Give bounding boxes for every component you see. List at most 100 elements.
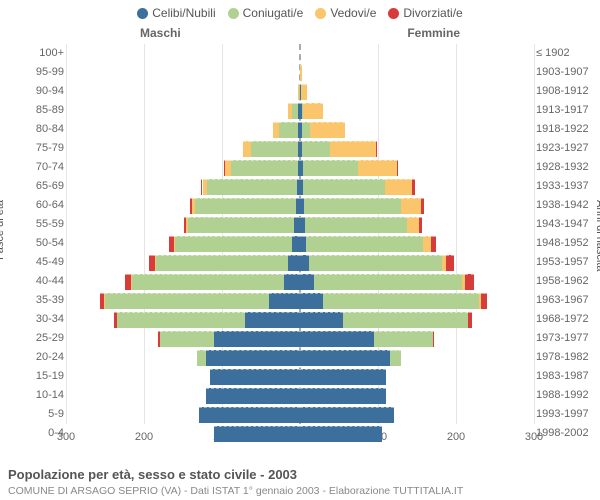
bar-row	[66, 293, 534, 309]
bar-row	[66, 65, 534, 81]
birthyear-label: 1963-1967	[536, 291, 596, 310]
male-seg	[186, 217, 188, 233]
legend-item: Divorziati/e	[388, 6, 462, 20]
male-seg	[184, 217, 186, 233]
male-seg	[155, 255, 156, 271]
age-label: 65-69	[4, 177, 64, 196]
female-seg	[300, 65, 302, 81]
legend-item: Vedovi/e	[315, 6, 376, 20]
female-seg	[343, 312, 468, 328]
female-seg	[314, 274, 462, 290]
age-label: 0-4	[4, 424, 64, 443]
birthyear-label: 1998-2002	[536, 424, 596, 443]
male-seg	[206, 350, 300, 366]
pyramid-chart: Celibi/NubiliConiugati/eVedovi/eDivorzia…	[0, 0, 600, 500]
male-seg	[100, 293, 105, 309]
female-seg	[305, 217, 406, 233]
bar-row	[66, 141, 534, 157]
birthyear-labels: ≤ 19021903-19071908-19121913-19171918-19…	[536, 44, 596, 443]
birthyear-label: 1913-1917	[536, 101, 596, 120]
male-title: Maschi	[140, 26, 181, 40]
birthyear-label: 1933-1937	[536, 177, 596, 196]
male-seg	[203, 179, 208, 195]
female-seg	[421, 198, 424, 214]
bar-row	[66, 46, 534, 62]
birthyear-label: 1983-1987	[536, 367, 596, 386]
male-seg	[279, 122, 299, 138]
male-seg	[292, 103, 298, 119]
female-seg	[302, 122, 310, 138]
bar-row	[66, 198, 534, 214]
legend-swatch	[388, 8, 399, 19]
female-seg	[385, 179, 412, 195]
male-seg	[292, 236, 300, 252]
male-seg	[206, 388, 300, 404]
male-seg	[190, 198, 192, 214]
male-seg	[199, 407, 300, 423]
bar-row	[66, 274, 534, 290]
plot-area: 3002001000100200300	[66, 44, 534, 443]
male-seg	[132, 274, 284, 290]
birthyear-label: 1918-1922	[536, 120, 596, 139]
birthyear-label: 1938-1942	[536, 196, 596, 215]
bar-row	[66, 179, 534, 195]
zero-axis	[299, 44, 301, 424]
female-seg	[309, 255, 442, 271]
birthyear-label: 1948-1952	[536, 234, 596, 253]
age-label: 85-89	[4, 101, 64, 120]
bar-row	[66, 84, 534, 100]
age-label: 70-74	[4, 158, 64, 177]
female-seg	[303, 103, 323, 119]
birthyear-label: 1958-1962	[536, 272, 596, 291]
male-seg	[192, 198, 194, 214]
age-label: 10-14	[4, 386, 64, 405]
male-seg	[197, 350, 206, 366]
male-seg	[251, 141, 298, 157]
female-seg	[412, 179, 414, 195]
bar-row	[66, 160, 534, 176]
male-seg	[269, 293, 300, 309]
female-seg	[300, 274, 314, 290]
grid-line	[66, 44, 67, 424]
female-seg	[310, 122, 345, 138]
birthyear-label: 1903-1907	[536, 63, 596, 82]
female-seg	[376, 141, 377, 157]
bar-row	[66, 407, 534, 423]
age-labels: 100+95-9990-9485-8980-8475-7970-7465-696…	[4, 44, 64, 443]
grid-line	[222, 44, 223, 424]
male-seg	[160, 331, 215, 347]
legend-swatch	[137, 8, 148, 19]
male-seg	[188, 217, 293, 233]
female-seg	[300, 255, 309, 271]
bar-row	[66, 388, 534, 404]
male-seg	[284, 274, 300, 290]
female-seg	[401, 198, 421, 214]
female-seg	[302, 141, 329, 157]
female-seg	[446, 255, 454, 271]
female-seg	[300, 388, 386, 404]
female-seg	[465, 274, 474, 290]
legend-swatch	[228, 8, 239, 19]
female-seg	[407, 217, 419, 233]
bar-row	[66, 103, 534, 119]
age-label: 80-84	[4, 120, 64, 139]
female-seg	[304, 198, 402, 214]
age-label: 75-79	[4, 139, 64, 158]
age-label: 15-19	[4, 367, 64, 386]
female-seg	[300, 293, 323, 309]
male-seg	[231, 160, 297, 176]
male-seg	[245, 312, 300, 328]
female-seg	[300, 426, 382, 442]
birthyear-label: 1928-1932	[536, 158, 596, 177]
grid-line	[378, 44, 379, 424]
grid-line	[456, 44, 457, 424]
female-seg	[300, 407, 394, 423]
female-seg	[431, 236, 436, 252]
male-seg	[210, 369, 300, 385]
female-seg	[468, 312, 472, 328]
birthyear-label: 1988-1992	[536, 386, 596, 405]
male-seg	[214, 331, 300, 347]
birthyear-label: 1968-1972	[536, 310, 596, 329]
female-seg	[481, 293, 487, 309]
female-seg	[300, 369, 386, 385]
